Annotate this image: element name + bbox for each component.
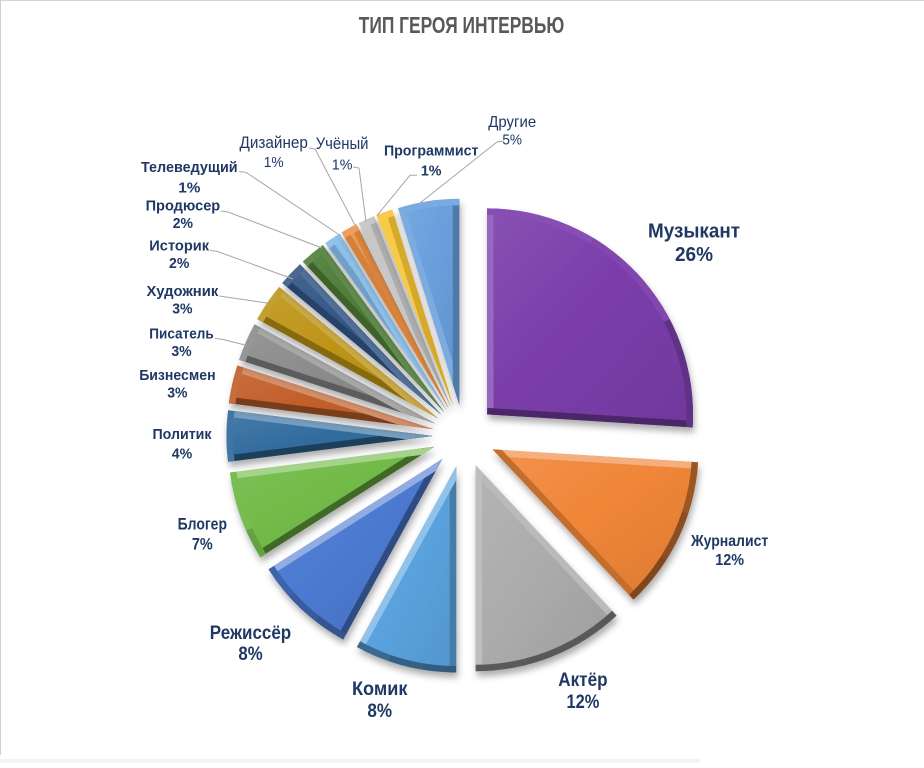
svg-text:Актёр: Актёр — [558, 670, 607, 691]
svg-text:1%: 1% — [178, 179, 200, 196]
svg-text:12%: 12% — [566, 692, 599, 713]
svg-text:ТИП ГЕРОЯ ИНТЕРВЬЮ: ТИП ГЕРОЯ ИНТЕРВЬЮ — [359, 12, 565, 38]
svg-text:Продюсер: Продюсер — [146, 198, 221, 215]
svg-text:2%: 2% — [173, 215, 193, 232]
svg-text:Режиссёр: Режиссёр — [210, 623, 291, 644]
svg-text:Писатель: Писатель — [149, 326, 213, 343]
svg-text:Комик: Комик — [352, 679, 408, 700]
svg-text:Бизнесмен: Бизнесмен — [139, 367, 215, 384]
svg-text:1%: 1% — [332, 157, 353, 174]
svg-text:1%: 1% — [264, 154, 284, 171]
svg-text:Телеведущий: Телеведущий — [141, 159, 238, 176]
svg-text:Историк: Историк — [149, 237, 209, 254]
svg-text:Учёный: Учёный — [316, 134, 369, 153]
svg-text:7%: 7% — [192, 535, 213, 554]
svg-text:5%: 5% — [502, 132, 522, 149]
svg-text:Другие: Другие — [488, 114, 536, 131]
svg-text:3%: 3% — [171, 343, 191, 360]
svg-text:8%: 8% — [367, 701, 392, 722]
svg-text:Журналист: Журналист — [690, 533, 768, 550]
svg-text:Программист: Программист — [384, 143, 479, 160]
svg-text:3%: 3% — [172, 301, 192, 318]
svg-text:Музыкант: Музыкант — [648, 221, 740, 243]
svg-text:4%: 4% — [172, 447, 192, 463]
svg-text:12%: 12% — [715, 552, 744, 569]
svg-text:Дизайнер: Дизайнер — [240, 133, 308, 152]
svg-text:8%: 8% — [238, 644, 262, 665]
svg-text:2%: 2% — [169, 255, 189, 272]
svg-text:1%: 1% — [421, 162, 442, 179]
svg-text:Блогер: Блогер — [178, 515, 227, 534]
svg-text:Политик: Политик — [152, 427, 212, 443]
svg-text:Художник: Художник — [147, 283, 219, 300]
svg-text:26%: 26% — [675, 244, 713, 266]
svg-text:3%: 3% — [167, 384, 187, 401]
